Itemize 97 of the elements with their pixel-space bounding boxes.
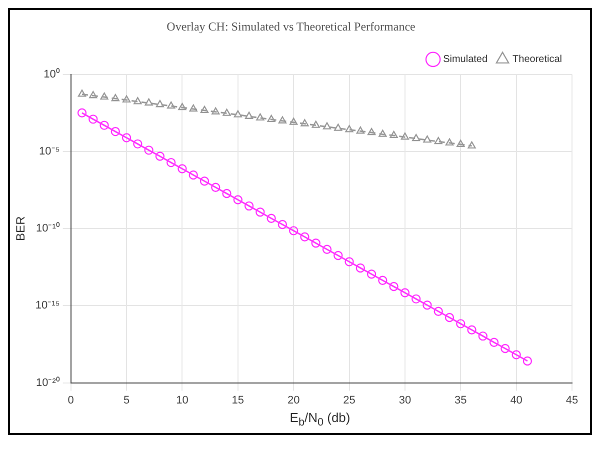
x-tick-label: 40: [510, 394, 522, 406]
y-tick-label: 10⁰: [44, 67, 60, 80]
point: [434, 136, 442, 144]
point: [345, 125, 354, 132]
point: [110, 126, 120, 136]
point: [200, 106, 209, 114]
point: [211, 182, 220, 192]
point: [468, 141, 476, 149]
point: [344, 257, 354, 266]
point: [390, 130, 398, 138]
x-tick-label: 35: [454, 394, 467, 406]
point: [256, 113, 264, 121]
point: [378, 276, 388, 285]
point: [334, 124, 342, 131]
point: [300, 232, 310, 242]
x-tick-label: 0: [68, 394, 74, 406]
point: [423, 135, 432, 143]
point: [356, 263, 366, 273]
point: [100, 120, 109, 130]
point: [144, 146, 154, 155]
point: [267, 114, 276, 122]
point: [233, 195, 243, 204]
chart-title: Overlay CH: Simulated vs Theoretical Performance: [166, 19, 416, 34]
point: [89, 91, 98, 98]
x-tick-label: 25: [343, 394, 356, 406]
point: [288, 226, 298, 236]
point: [366, 270, 376, 279]
point: [266, 214, 276, 223]
point: [100, 92, 108, 100]
point: [178, 102, 186, 110]
x-tick-label: 30: [398, 394, 412, 406]
point: [445, 138, 454, 146]
legend-label: Theoretical: [512, 54, 562, 66]
point: [456, 140, 465, 147]
point: [422, 300, 432, 310]
point: [322, 244, 332, 254]
point: [78, 90, 86, 97]
y-tick-label: 10⁻¹⁵: [35, 300, 60, 312]
x-tick-label: 15: [232, 394, 244, 406]
point: [134, 97, 142, 104]
point: [444, 312, 454, 322]
point: [278, 220, 288, 230]
x-tick-label: 5: [123, 394, 130, 406]
point: [212, 107, 220, 114]
point: [400, 288, 410, 298]
x-axis-title: E$_{b}$/N$_{0}$ (db): [288, 410, 352, 431]
point: [155, 152, 165, 161]
point: [222, 108, 231, 116]
point: [244, 201, 254, 211]
point: [456, 319, 466, 328]
point: [290, 118, 298, 125]
point: [500, 344, 510, 354]
point: [166, 158, 176, 168]
point: [356, 126, 364, 134]
point: [133, 139, 142, 149]
point: [256, 208, 265, 217]
point: [222, 188, 232, 198]
y-tick-label: 10⁻⁵: [39, 146, 60, 158]
point: [367, 128, 376, 136]
point: [411, 294, 421, 304]
point: [389, 282, 398, 292]
point: [122, 133, 132, 142]
point: [111, 94, 120, 102]
y-tick-label: 10⁻²⁰: [36, 376, 60, 389]
x-tick-label: 20: [287, 394, 300, 406]
point: [244, 112, 254, 119]
point: [434, 306, 443, 316]
point: [311, 238, 320, 248]
point: [312, 120, 320, 128]
point: [178, 164, 187, 174]
point: [167, 101, 176, 109]
point: [234, 110, 242, 118]
point: [322, 122, 332, 130]
point: [489, 338, 499, 347]
point: [467, 325, 476, 334]
point: [512, 350, 521, 360]
y-tick-label: 10⁻¹⁰: [36, 222, 60, 235]
y-axis-title: BER: [14, 216, 28, 241]
point: [144, 98, 153, 106]
point: [334, 250, 343, 260]
point: [378, 130, 387, 137]
point: [478, 331, 488, 341]
point: [300, 119, 309, 126]
point: [156, 100, 164, 108]
point: [200, 176, 210, 186]
point: [122, 95, 131, 103]
point: [412, 134, 420, 142]
point: [278, 116, 287, 124]
legend-label: Simulated: [443, 54, 488, 66]
point: [189, 104, 198, 112]
point: [188, 170, 198, 180]
point: [400, 132, 410, 140]
x-tick-label: 45: [566, 394, 578, 406]
point: [77, 108, 87, 118]
x-tick-label: 10: [176, 394, 188, 406]
point: [88, 114, 98, 124]
point: [522, 356, 532, 366]
